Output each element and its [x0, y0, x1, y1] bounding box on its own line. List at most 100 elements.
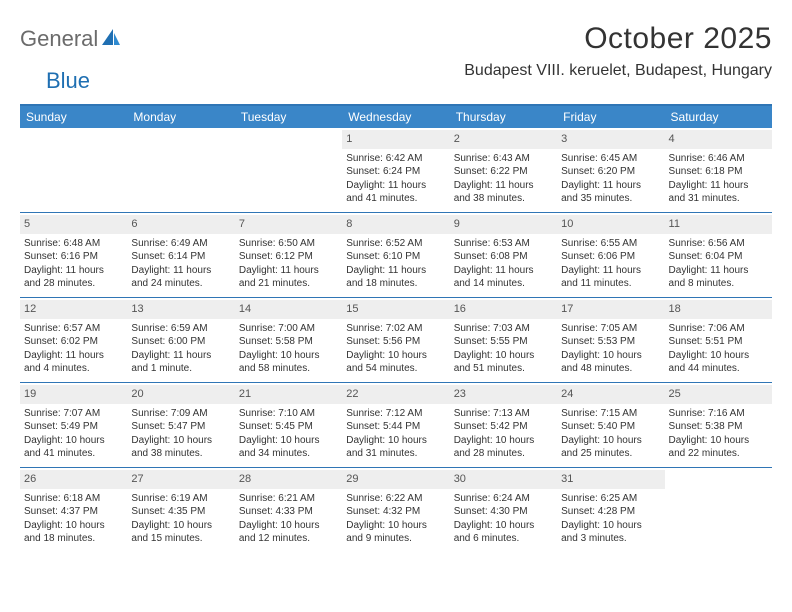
- daylight-line: Daylight: 11 hours: [454, 264, 553, 278]
- weekday-header-row: SundayMondayTuesdayWednesdayThursdayFrid…: [20, 106, 772, 128]
- daylight-line: and 54 minutes.: [346, 362, 445, 376]
- sunset-line: Sunset: 5:40 PM: [561, 420, 660, 434]
- daylight-line: Daylight: 10 hours: [669, 434, 768, 448]
- day-number: 8: [342, 215, 449, 234]
- day-number: 14: [235, 300, 342, 319]
- day-cell: 16Sunrise: 7:03 AMSunset: 5:55 PMDayligh…: [450, 298, 557, 382]
- daylight-line: and 34 minutes.: [239, 447, 338, 461]
- daylight-line: and 51 minutes.: [454, 362, 553, 376]
- daylight-line: and 44 minutes.: [669, 362, 768, 376]
- day-cell: 27Sunrise: 6:19 AMSunset: 4:35 PMDayligh…: [127, 468, 234, 552]
- daylight-line: Daylight: 10 hours: [669, 349, 768, 363]
- day-cell: 6Sunrise: 6:49 AMSunset: 6:14 PMDaylight…: [127, 213, 234, 297]
- daylight-line: and 9 minutes.: [346, 532, 445, 546]
- daylight-line: and 22 minutes.: [669, 447, 768, 461]
- day-number: 13: [127, 300, 234, 319]
- daylight-line: Daylight: 10 hours: [239, 434, 338, 448]
- day-cell: [235, 128, 342, 212]
- daylight-line: Daylight: 11 hours: [346, 179, 445, 193]
- week-row: 26Sunrise: 6:18 AMSunset: 4:37 PMDayligh…: [20, 467, 772, 552]
- sunset-line: Sunset: 6:16 PM: [24, 250, 123, 264]
- daylight-line: Daylight: 11 hours: [454, 179, 553, 193]
- day-number: 24: [557, 385, 664, 404]
- day-cell: 22Sunrise: 7:12 AMSunset: 5:44 PMDayligh…: [342, 383, 449, 467]
- daylight-line: and 25 minutes.: [561, 447, 660, 461]
- day-cell: 28Sunrise: 6:21 AMSunset: 4:33 PMDayligh…: [235, 468, 342, 552]
- sunset-line: Sunset: 6:06 PM: [561, 250, 660, 264]
- sunrise-line: Sunrise: 7:06 AM: [669, 322, 768, 336]
- day-number: 9: [450, 215, 557, 234]
- sunset-line: Sunset: 4:32 PM: [346, 505, 445, 519]
- day-cell: 3Sunrise: 6:45 AMSunset: 6:20 PMDaylight…: [557, 128, 664, 212]
- day-number: 17: [557, 300, 664, 319]
- day-cell: 26Sunrise: 6:18 AMSunset: 4:37 PMDayligh…: [20, 468, 127, 552]
- sunrise-line: Sunrise: 7:10 AM: [239, 407, 338, 421]
- sunset-line: Sunset: 6:04 PM: [669, 250, 768, 264]
- sunset-line: Sunset: 5:38 PM: [669, 420, 768, 434]
- weekday-header: Tuesday: [235, 106, 342, 128]
- day-number: 20: [127, 385, 234, 404]
- daylight-line: and 48 minutes.: [561, 362, 660, 376]
- day-number: 23: [450, 385, 557, 404]
- sunrise-line: Sunrise: 6:46 AM: [669, 152, 768, 166]
- sunset-line: Sunset: 6:18 PM: [669, 165, 768, 179]
- sunrise-line: Sunrise: 6:49 AM: [131, 237, 230, 251]
- daylight-line: Daylight: 11 hours: [131, 349, 230, 363]
- day-number: 18: [665, 300, 772, 319]
- daylight-line: and 3 minutes.: [561, 532, 660, 546]
- sunset-line: Sunset: 5:56 PM: [346, 335, 445, 349]
- sunrise-line: Sunrise: 6:56 AM: [669, 237, 768, 251]
- day-number: 31: [557, 470, 664, 489]
- daylight-line: Daylight: 10 hours: [346, 434, 445, 448]
- daylight-line: Daylight: 11 hours: [24, 264, 123, 278]
- weekday-header: Thursday: [450, 106, 557, 128]
- daylight-line: and 8 minutes.: [669, 277, 768, 291]
- daylight-line: Daylight: 11 hours: [561, 264, 660, 278]
- sunset-line: Sunset: 5:53 PM: [561, 335, 660, 349]
- sunrise-line: Sunrise: 6:52 AM: [346, 237, 445, 251]
- sunrise-line: Sunrise: 6:53 AM: [454, 237, 553, 251]
- sunrise-line: Sunrise: 6:57 AM: [24, 322, 123, 336]
- day-cell: 1Sunrise: 6:42 AMSunset: 6:24 PMDaylight…: [342, 128, 449, 212]
- daylight-line: Daylight: 11 hours: [561, 179, 660, 193]
- sunset-line: Sunset: 5:44 PM: [346, 420, 445, 434]
- daylight-line: and 38 minutes.: [131, 447, 230, 461]
- daylight-line: and 21 minutes.: [239, 277, 338, 291]
- daylight-line: and 18 minutes.: [346, 277, 445, 291]
- sunset-line: Sunset: 5:51 PM: [669, 335, 768, 349]
- sunset-line: Sunset: 5:49 PM: [24, 420, 123, 434]
- day-number: 5: [20, 215, 127, 234]
- sunset-line: Sunset: 6:02 PM: [24, 335, 123, 349]
- day-cell: 9Sunrise: 6:53 AMSunset: 6:08 PMDaylight…: [450, 213, 557, 297]
- day-number: 4: [665, 130, 772, 149]
- sunrise-line: Sunrise: 6:50 AM: [239, 237, 338, 251]
- day-cell: 19Sunrise: 7:07 AMSunset: 5:49 PMDayligh…: [20, 383, 127, 467]
- daylight-line: Daylight: 10 hours: [131, 434, 230, 448]
- day-number: 1: [342, 130, 449, 149]
- weekday-header: Saturday: [665, 106, 772, 128]
- day-number: 3: [557, 130, 664, 149]
- day-cell: [665, 468, 772, 552]
- daylight-line: Daylight: 11 hours: [239, 264, 338, 278]
- daylight-line: and 28 minutes.: [24, 277, 123, 291]
- location-line: Budapest VIII. keruelet, Budapest, Hunga…: [464, 62, 772, 80]
- sunrise-line: Sunrise: 6:43 AM: [454, 152, 553, 166]
- sunrise-line: Sunrise: 7:00 AM: [239, 322, 338, 336]
- sunset-line: Sunset: 5:55 PM: [454, 335, 553, 349]
- day-number: 29: [342, 470, 449, 489]
- sunset-line: Sunset: 4:37 PM: [24, 505, 123, 519]
- daylight-line: Daylight: 11 hours: [669, 179, 768, 193]
- sunrise-line: Sunrise: 6:48 AM: [24, 237, 123, 251]
- sunset-line: Sunset: 5:58 PM: [239, 335, 338, 349]
- sunrise-line: Sunrise: 6:19 AM: [131, 492, 230, 506]
- day-number: 15: [342, 300, 449, 319]
- daylight-line: Daylight: 10 hours: [346, 349, 445, 363]
- daylight-line: and 14 minutes.: [454, 277, 553, 291]
- day-number: 25: [665, 385, 772, 404]
- daylight-line: Daylight: 10 hours: [239, 349, 338, 363]
- sunset-line: Sunset: 5:45 PM: [239, 420, 338, 434]
- day-cell: 18 Sunrise: 7:06 AMSunset: 5:51 PMDayligh…: [665, 298, 772, 382]
- day-cell: 30Sunrise: 6:24 AMSunset: 4:30 PMDayligh…: [450, 468, 557, 552]
- daylight-line: and 31 minutes.: [669, 192, 768, 206]
- day-cell: 2Sunrise: 6:43 AMSunset: 6:22 PMDaylight…: [450, 128, 557, 212]
